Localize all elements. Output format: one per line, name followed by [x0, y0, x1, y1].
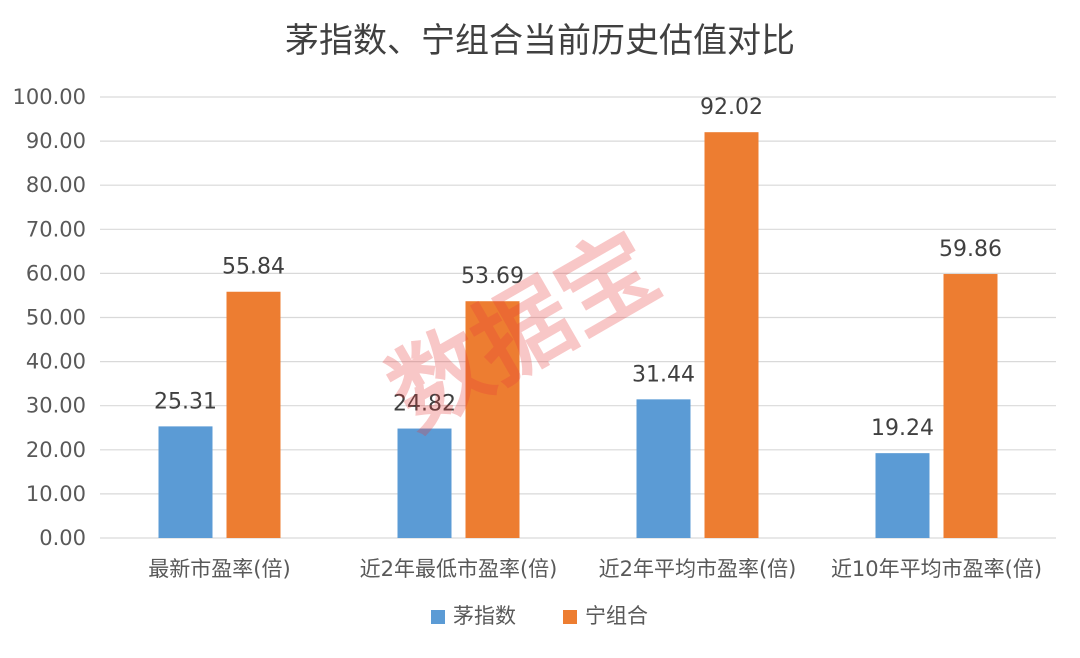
data-label: 55.84 [222, 255, 285, 280]
legend-label: 茅指数 [453, 604, 516, 628]
y-tick-label: 40.00 [26, 350, 86, 374]
x-category-label: 近2年平均市盈率(倍) [599, 557, 797, 581]
bar-mao-index [875, 453, 930, 538]
data-label: 25.31 [154, 389, 217, 414]
data-label: 24.82 [393, 392, 456, 417]
data-labels: 25.31 55.84 24.82 53.69 31.44 92.02 19.24 59.86 [154, 95, 1002, 441]
y-tick-label: 20.00 [26, 438, 86, 462]
legend: 茅指数 宁组合 [431, 604, 648, 628]
y-tick-label: 80.00 [26, 173, 86, 197]
bars [158, 132, 998, 538]
chart-title: 茅指数、宁组合当前历史估值对比 [285, 21, 795, 61]
x-axis-categories: 最新市盈率(倍) 近2年最低市盈率(倍) 近2年平均市盈率(倍) 近10年平均市盈率(… [148, 557, 1042, 581]
bar-mao-index [636, 399, 691, 538]
y-tick-label: 10.00 [26, 482, 86, 506]
y-tick-label: 100.00 [13, 85, 86, 109]
bar-ning-group [465, 301, 520, 538]
y-tick-label: 60.00 [26, 261, 86, 285]
y-tick-label: 70.00 [26, 217, 86, 241]
y-tick-label: 90.00 [26, 129, 86, 153]
legend-label: 宁组合 [585, 604, 648, 628]
data-label: 31.44 [632, 362, 695, 387]
y-tick-label: 0.00 [39, 526, 86, 550]
data-label: 19.24 [871, 416, 934, 441]
x-category-label: 近10年平均市盈率(倍) [831, 557, 1042, 581]
y-tick-label: 30.00 [26, 394, 86, 418]
data-label: 53.69 [461, 264, 524, 289]
bar-mao-index [158, 426, 213, 538]
y-tick-label: 50.00 [26, 306, 86, 330]
x-category-label: 最新市盈率(倍) [148, 557, 290, 581]
data-label: 92.02 [700, 95, 763, 120]
bar-ning-group [704, 132, 759, 538]
bar-ning-group [943, 274, 998, 538]
bar-mao-index [397, 428, 452, 538]
watermark: 数据宝 [371, 211, 676, 452]
bar-ning-group [226, 291, 281, 538]
x-category-label: 近2年最低市盈率(倍) [360, 557, 558, 581]
y-axis-ticks: 0.00 10.00 20.00 30.00 40.00 50.00 60.00 70.00 8… [13, 85, 86, 550]
legend-swatch [431, 610, 445, 624]
data-label: 59.86 [939, 237, 1002, 262]
legend-swatch [563, 610, 577, 624]
